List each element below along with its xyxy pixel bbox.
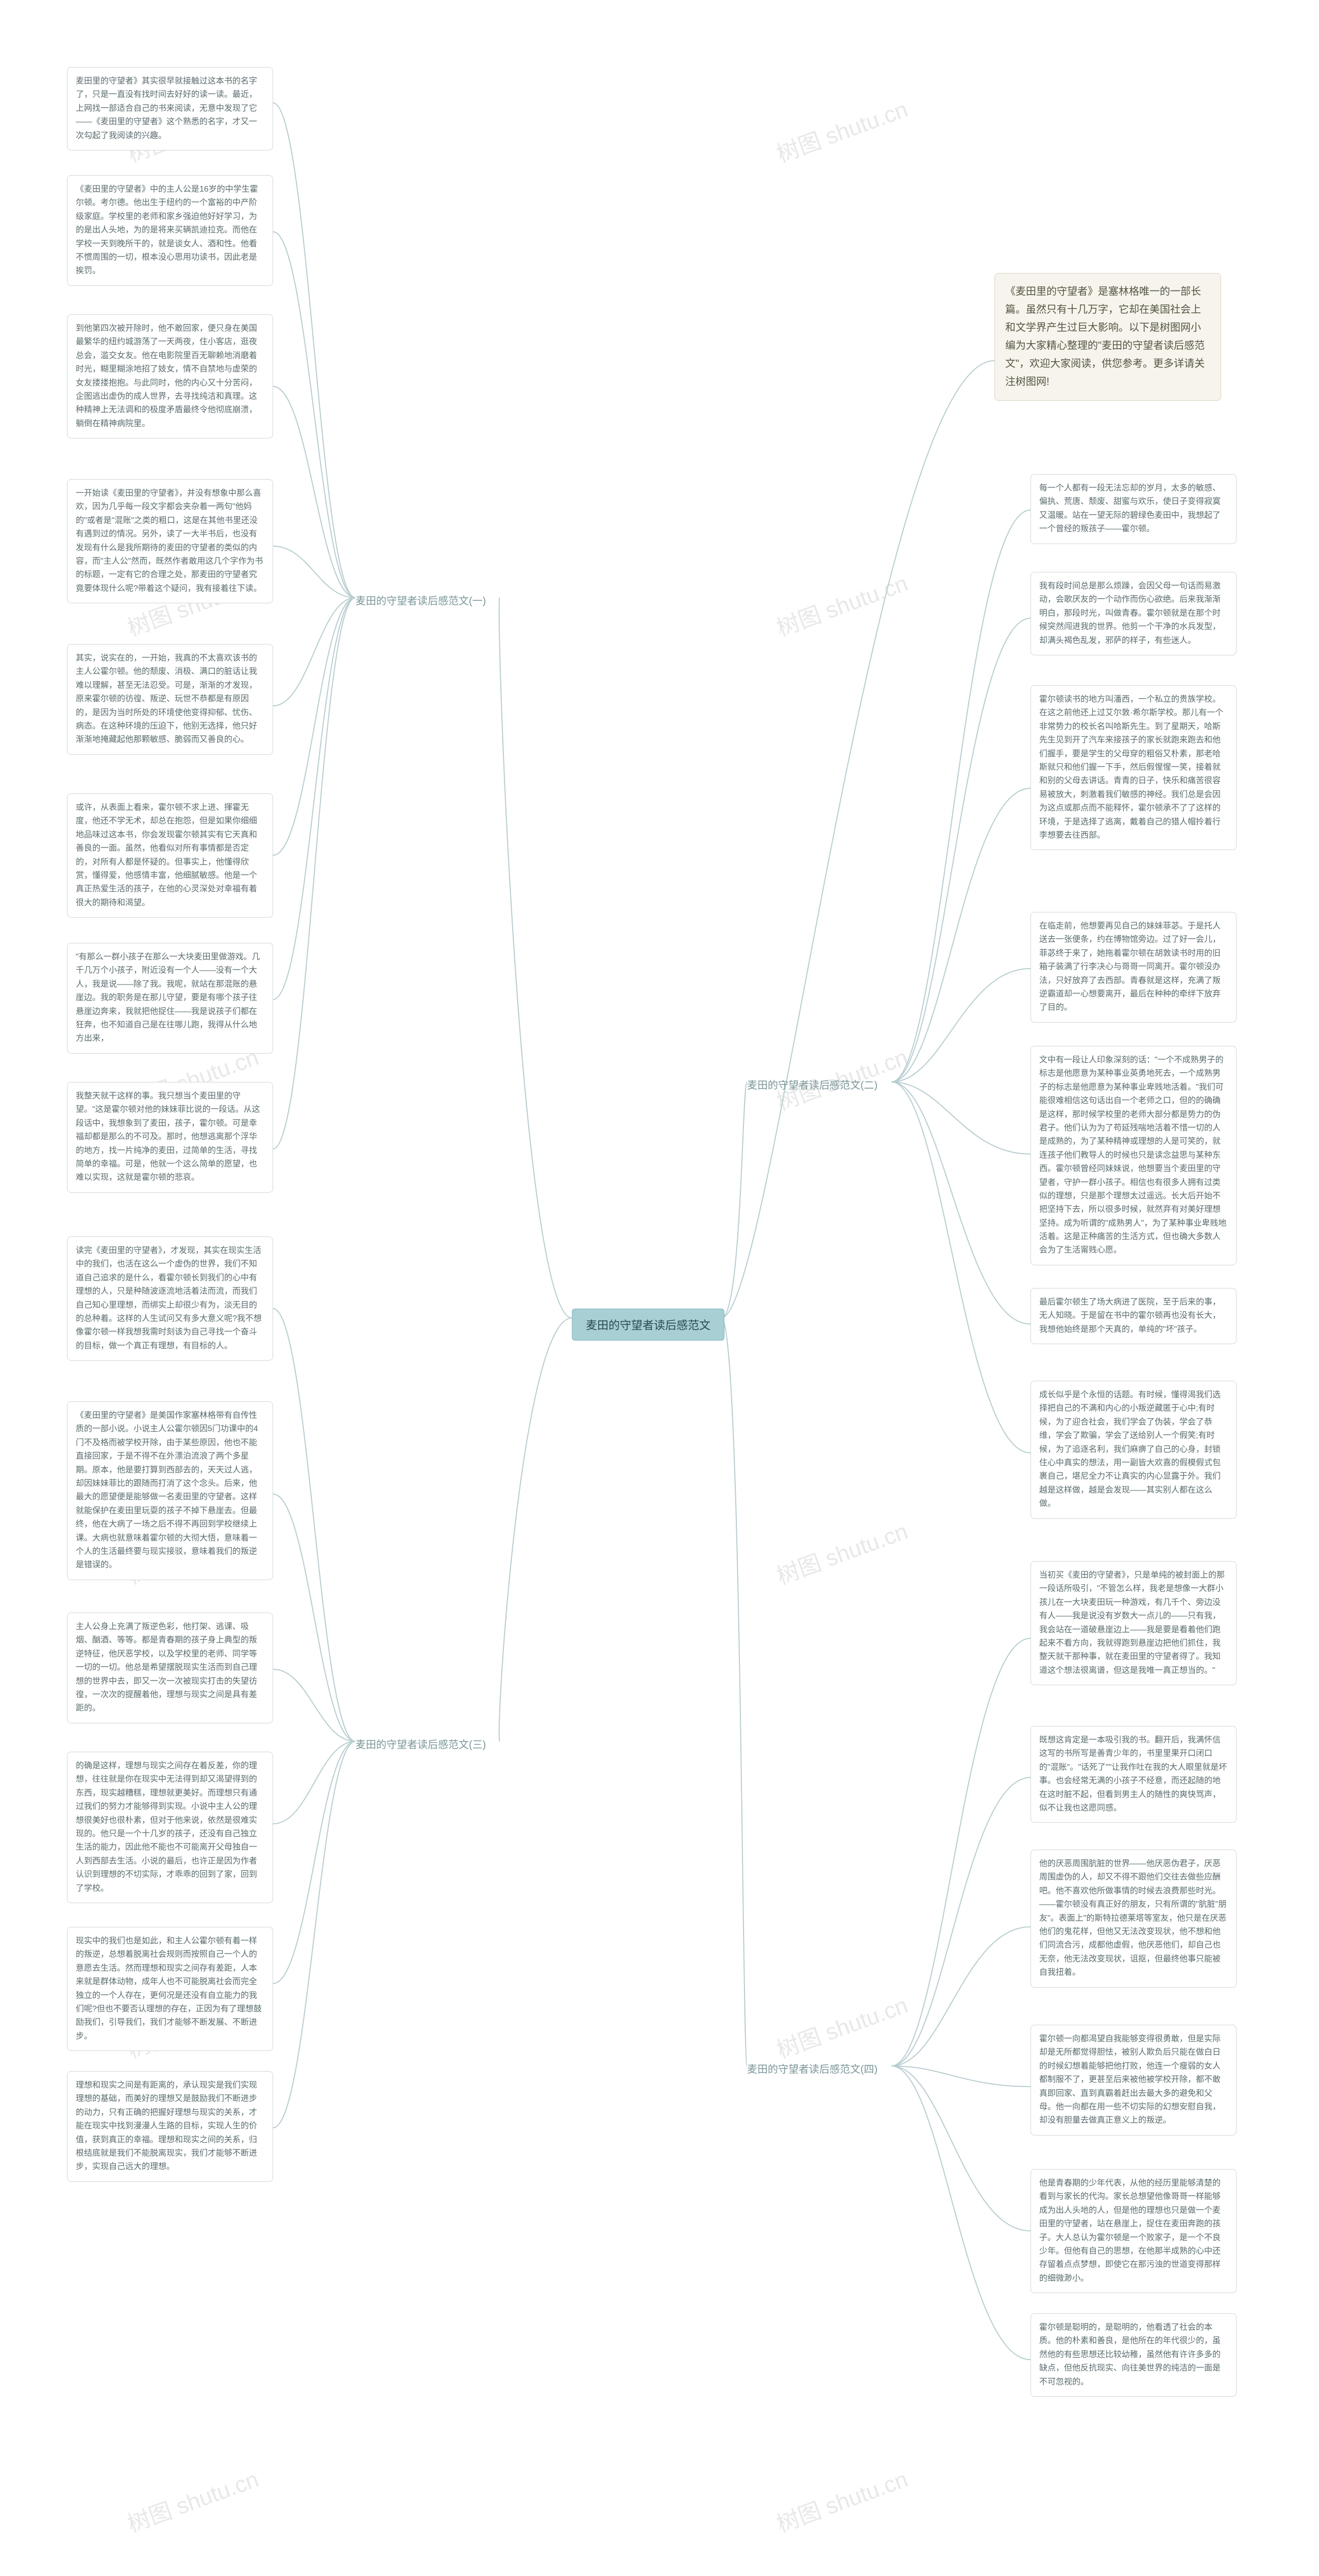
leaf-node: 霍尔顿读书的地方叫潘西，一个私立的贵族学校。在这之前他还上过艾尔敦·希尔斯学校。…	[1030, 685, 1237, 850]
leaf-node: 《麦田里的守望者》是美国作家塞林格带有自传性质的一部小说。小说主人公霍尔顿因5门…	[67, 1401, 273, 1580]
leaf-node: 我整天就干这样的事。我只想当个麦田里的守望。"这是霍尔顿对他的妹妹菲比说的一段话…	[67, 1082, 273, 1193]
watermark: 树图 shutu.cn	[771, 91, 911, 168]
leaf-node: 麦田里的守望者》其实很早就接触过这本书的名字了，只是一直没有找时间去好好的读一读…	[67, 67, 273, 150]
leaf-node: 成长似乎是个永恒的话题。有时候，懂得渴我们选择把自己的不满和内心的小叛逆藏匿于心…	[1030, 1381, 1237, 1519]
branch-label: 麦田的守望者读后感范文(二)	[747, 1077, 877, 1092]
leaf-node: 一开始读《麦田里的守望者》，并没有想象中那么喜欢，因为几乎每一段文字都会夹杂着一…	[67, 479, 273, 603]
leaf-node: 到他第四次被开除时，他不敢回家，便只身在美国最繁华的纽约城游荡了一天两夜，住小客…	[67, 314, 273, 438]
branch-label: 麦田的守望者读后感范文(四)	[747, 2061, 877, 2076]
center-node: 麦田的守望者读后感范文	[572, 1309, 724, 1341]
watermark: 树图 shutu.cn	[771, 1987, 911, 2064]
leaf-node: 读完《麦田里的守望者》，才发现，其实在现实生活中的我们，也活在这么一个虚伪的世界…	[67, 1236, 273, 1361]
leaf-node: 既想这肯定是一本吸引我的书。翻开后，我满怀信这写的书所写是善青少年的，书里里果开…	[1030, 1726, 1237, 1823]
branch-label: 麦田的守望者读后感范文(一)	[356, 592, 486, 607]
leaf-node: 《麦田里的守望者》中的主人公是16岁的中学生霍尔顿。考尔德。他出生于纽约的一个富…	[67, 175, 273, 286]
intro-box: 《麦田里的守望者》是塞林格唯一的一部长篇。虽然只有十几万字，它却在美国社会上和文…	[994, 273, 1221, 401]
leaf-node: 最后霍尔顿生了场大病进了医院，至于后来的事，无人知晓。于是留在书中的霍尔顿再也没…	[1030, 1288, 1237, 1344]
leaf-node: 他是青春期的少年代表，从他的经历里能够清楚的看到与家长的代沟。家长总想望他像哥哥…	[1030, 2169, 1237, 2293]
leaf-node: 每一个人都有一段无法忘却的岁月，太多的敏感、偏执、荒唐、颓废、甜蜜与欢乐，使日子…	[1030, 474, 1237, 544]
leaf-node: 我有段时间总是那么烦躁，会因父母一句话而易激动，会歌厌友的一个动作而伤心欲绝。后…	[1030, 572, 1237, 655]
leaf-node: 或许，从表面上看来，霍尔顿不求上进、揮霍无度，他还不学无术，却总在抱怨，但是如果…	[67, 793, 273, 918]
watermark: 树图 shutu.cn	[771, 565, 911, 642]
leaf-node: 文中有一段让人印象深刻的话："一个不成熟男子的标志是他愿意为某种事业英勇地死去，…	[1030, 1046, 1237, 1265]
branch-label: 麦田的守望者读后感范文(三)	[356, 1736, 486, 1751]
leaf-node: 的确是这样，理想与现实之间存在着反差，你的理想，往往就是你在现实中无法得到却又渴…	[67, 1752, 273, 1903]
leaf-node: 理想和现实之间是有距离的，承认现实是我们实现理想的基础，而美好的理想又是鼓励我们…	[67, 2071, 273, 2182]
leaf-node: 现实中的我们也是如此，和主人公霍尔顿有着一样的叛逆，总想着脱离社会规则而按照自己…	[67, 1927, 273, 2051]
leaf-node: 主人公身上充满了叛逆色彩，他打架、逃课、吸烟、酗酒、等等。都是青春期的孩子身上典…	[67, 1613, 273, 1723]
leaf-node: 当初买《麦田的守望者》，只是单纯的被封面上的那一段话所吸引，"不管怎么样，我老是…	[1030, 1561, 1237, 1685]
leaf-node: 其实，说实在的，一开始，我真的不太喜欢该书的主人公霍尔顿。他的颓废、消极、满口的…	[67, 644, 273, 755]
leaf-node: 在临走前，他想要再见自己的妹妹菲苾。于是托人送去一张便条，约在博物馆旁边。过了好…	[1030, 912, 1237, 1023]
leaf-node: "有那么一群小孩子在那么一大块麦田里做游戏。几千几万个小孩子，附近没有一个人——…	[67, 943, 273, 1054]
leaf-node: 他的厌恶周围肮脏的世界——他厌恶伪君子，厌恶周围虚伪的人，却又不得不跟他们交往去…	[1030, 1850, 1237, 1988]
watermark: 树图 shutu.cn	[771, 1513, 911, 1590]
leaf-node: 霍尔顿一向都渴望自我能够变得很勇敢，但是实际却是无所都觉得胆怯，被别人欺负后只能…	[1030, 2025, 1237, 2136]
watermark: 树图 shutu.cn	[122, 2461, 262, 2538]
watermark: 树图 shutu.cn	[771, 2461, 911, 2538]
leaf-node: 霍尔顿是聪明的，是聪明的，他看透了社会的本质。他的朴素和善良，是他所在的年代很少…	[1030, 2313, 1237, 2397]
